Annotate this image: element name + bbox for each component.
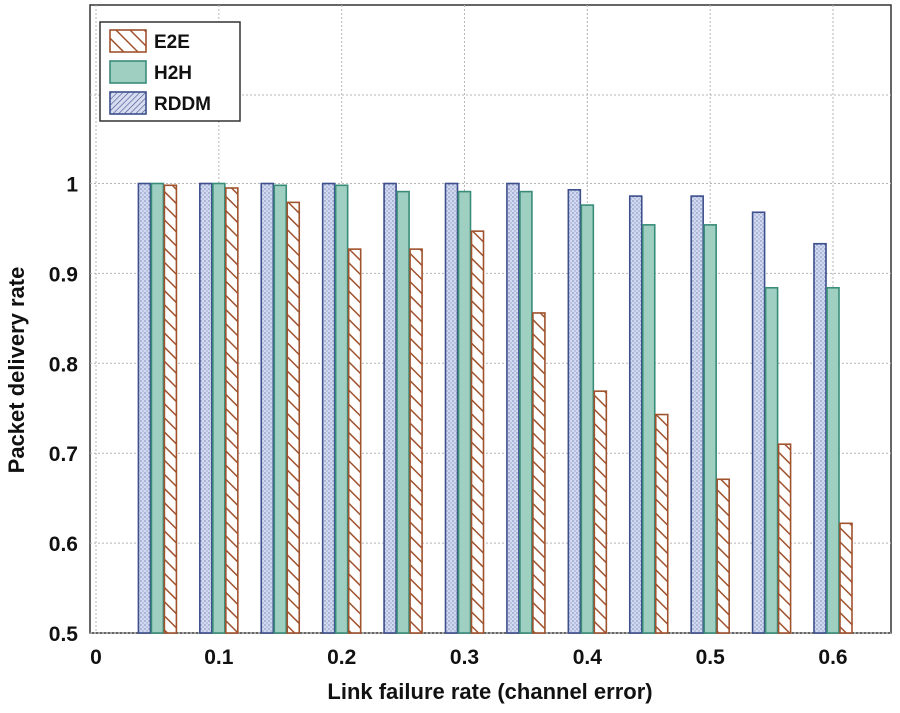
legend-label-e2e: E2E [154, 32, 190, 53]
bar-h2h-11 [826, 286, 840, 634]
bar-e2e-2 [286, 201, 301, 634]
bar-rddm-1 [199, 182, 213, 634]
y-tick-label-5: 1 [66, 174, 78, 197]
y-tick-label-2: 0.7 [49, 443, 78, 466]
legend: E2E H2H RDDM [99, 21, 241, 122]
bar-rddm-2 [260, 182, 275, 634]
legend-swatch-e2e [109, 29, 147, 53]
x-tick-label-5: 0.5 [696, 646, 726, 669]
legend-label-h2h: H2H [154, 63, 192, 84]
bar-h2h-3 [334, 184, 349, 634]
y-tick-label-4: 0.9 [49, 263, 78, 286]
legend-label-rddm: RDDM [154, 94, 211, 115]
y-tick-labels: 0.5 0.6 0.7 0.8 0.9 1 [49, 174, 79, 647]
bar-e2e-8 [654, 413, 669, 634]
y-tick-label-0: 0.5 [49, 623, 79, 646]
y-tick-label-1: 0.6 [49, 533, 78, 556]
bar-h2h-0 [150, 182, 165, 634]
bar-rddm-11 [813, 242, 827, 634]
x-tick-labels: 0 0.1 0.2 0.3 0.4 0.5 0.6 [90, 646, 847, 669]
x-tick-label-6: 0.6 [818, 646, 847, 669]
x-tick-label-1: 0.1 [204, 646, 234, 669]
bar-e2e-0 [163, 184, 178, 634]
x-axis-label: Link failure rate (channel error) [327, 679, 652, 704]
x-tick-label-2: 0.2 [327, 646, 356, 669]
bar-h2h-8 [641, 224, 656, 634]
bar-rddm-4 [383, 182, 397, 634]
bar-rddm-7 [567, 188, 582, 634]
bar-e2e-4 [409, 248, 423, 634]
bar-rddm-0 [137, 182, 152, 634]
legend-swatch-rddm [109, 91, 147, 115]
bar-e2e-10 [777, 443, 792, 634]
bars-group [137, 182, 853, 634]
legend-swatch-h2h [109, 60, 147, 84]
x-tick-label-0: 0 [90, 646, 102, 669]
y-axis-label: Packet delivery rate [4, 267, 29, 474]
bar-e2e-3 [347, 248, 362, 634]
bar-e2e-7 [593, 390, 608, 634]
bar-e2e-1 [225, 187, 239, 634]
x-tick-label-4: 0.4 [573, 646, 603, 669]
bar-rddm-3 [321, 182, 336, 634]
bar-h2h-2 [273, 184, 288, 634]
bar-h2h-5 [457, 190, 472, 634]
bar-rddm-8 [628, 195, 643, 634]
bar-e2e-6 [532, 312, 546, 634]
bar-rddm-9 [690, 195, 704, 634]
bar-h2h-9 [703, 224, 717, 634]
bar-h2h-1 [212, 182, 226, 634]
bar-h2h-7 [580, 204, 595, 634]
bar-h2h-4 [396, 190, 410, 634]
bar-e2e-9 [716, 478, 730, 634]
bar-rddm-5 [444, 182, 459, 634]
bar-h2h-6 [519, 190, 533, 634]
bar-rddm-6 [506, 182, 520, 634]
bar-h2h-10 [764, 286, 779, 634]
bar-e2e-11 [839, 522, 853, 634]
x-tick-label-3: 0.3 [450, 646, 479, 669]
bar-e2e-5 [470, 230, 485, 634]
bar-rddm-10 [751, 211, 766, 634]
y-tick-label-3: 0.8 [49, 353, 79, 376]
